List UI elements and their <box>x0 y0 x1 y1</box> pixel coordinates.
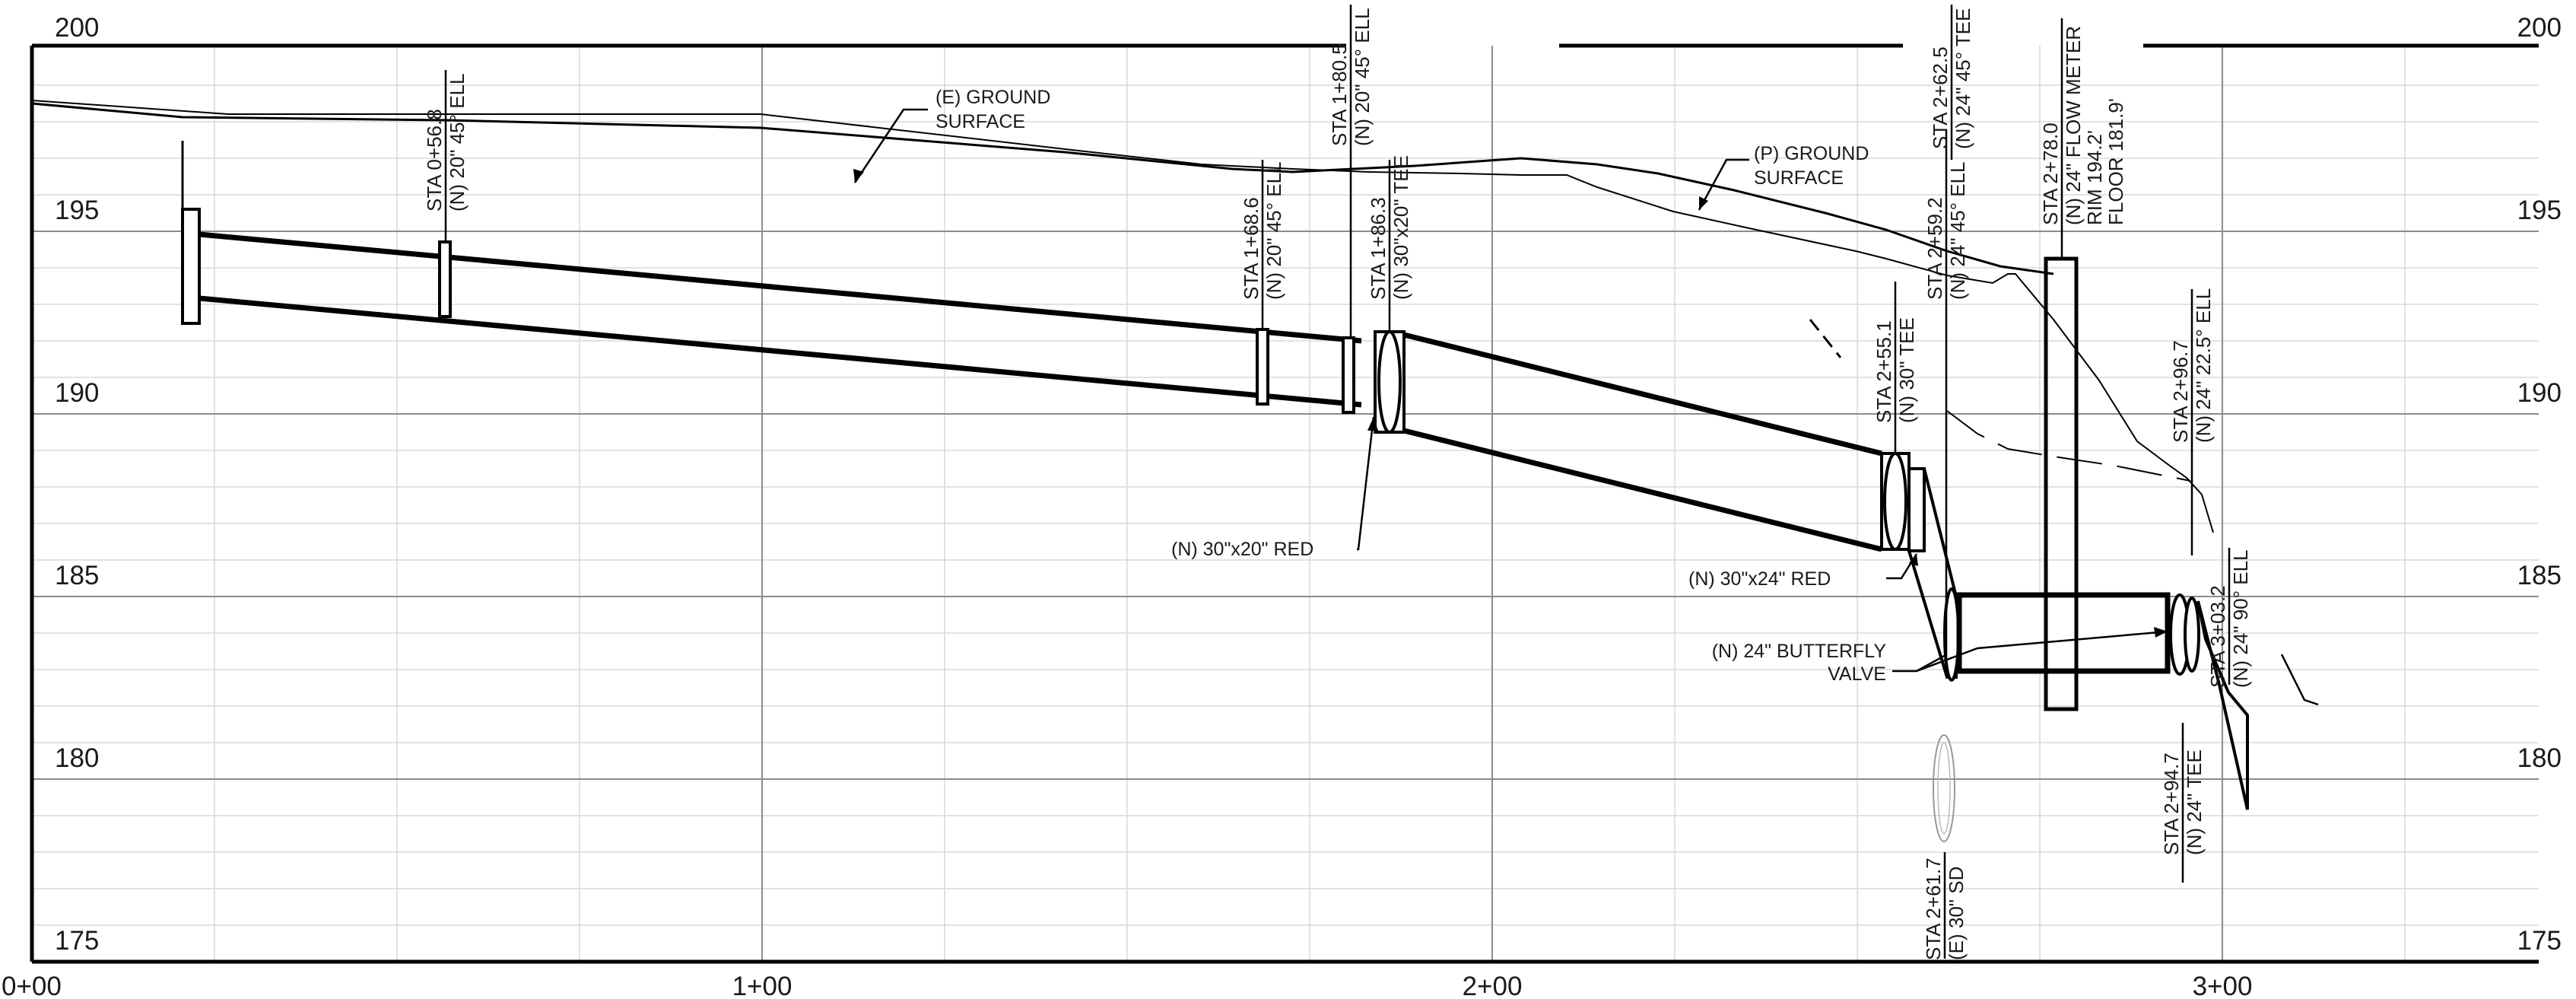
svg-text:STA 2+94.7: STA 2+94.7 <box>2160 752 2183 855</box>
pipe-24in-drop <box>1907 467 1958 679</box>
svg-text:STA 2+59.2: STA 2+59.2 <box>1923 197 1946 300</box>
svg-text:STA 3+03.2: STA 3+03.2 <box>2206 585 2229 688</box>
svg-text:(N) 24" 45° ELL: (N) 24" 45° ELL <box>1946 162 1969 301</box>
existing-storm-drain-inner <box>1937 742 1951 835</box>
station-note-3-03-2: STA 3+03.2 (N) 24" 90° ELL <box>2206 550 2252 689</box>
pipe-24in-run <box>1956 592 2171 674</box>
existing-ground-label: SURFACE <box>935 111 1025 132</box>
ground-dashed-segment <box>1809 319 1842 358</box>
elevation-label: 175 <box>55 926 99 956</box>
station-note-1-86-3: STA 1+86.3 (N) 30"x20" TEE <box>1367 155 1412 300</box>
profile-frame <box>30 43 2539 964</box>
svg-text:STA 2+55.1: STA 2+55.1 <box>1872 320 1895 423</box>
butterfly-valve-label: VALVE <box>1828 663 1886 685</box>
svg-text:(N) 30"x20" TEE: (N) 30"x20" TEE <box>1390 155 1412 300</box>
elevation-label: 200 <box>55 13 99 43</box>
station-note-2-78-0: STA 2+78.0 (N) 24" FLOW METER RIM 194.2'… <box>2039 26 2127 225</box>
elevation-label: 195 <box>55 196 99 225</box>
elevation-label: 175 <box>2517 926 2562 956</box>
ell-fitting <box>1256 328 1269 406</box>
butterfly-valve-label: (N) 24" BUTTERFLY <box>1712 641 1887 662</box>
svg-text:(E) 30" SD: (E) 30" SD <box>1945 867 1968 960</box>
station-note-1-80-5: STA 1+80.5 (N) 20" 45° ELL <box>1328 8 1374 147</box>
svg-text:FLOOR 181.9': FLOOR 181.9' <box>2104 98 2127 225</box>
svg-text:(N) 24" FLOW METER: (N) 24" FLOW METER <box>2062 26 2085 225</box>
station-note-2-55-1: STA 2+55.1 (N) 30" TEE <box>1872 317 1918 423</box>
elevation-label: 185 <box>55 561 99 590</box>
proposed-ground-surface-low <box>1946 410 2191 482</box>
station-label: 1+00 <box>732 972 792 999</box>
svg-text:STA 0+56.8: STA 0+56.8 <box>423 109 446 212</box>
station-note-2-59-2: STA 2+59.2 (N) 24" 45° ELL <box>1923 162 1969 301</box>
svg-text:(N) 24" 22.5° ELL: (N) 24" 22.5° ELL <box>2192 288 2215 443</box>
elevation-label: 195 <box>2517 196 2562 225</box>
svg-text:STA 1+80.5: STA 1+80.5 <box>1328 43 1351 146</box>
station-note-0-56-8: STA 0+56.8 (N) 20" 45° ELL <box>423 74 469 212</box>
callout-leader-lines <box>853 108 2168 673</box>
station-note-2-96-7: STA 2+96.7 (N) 24" 22.5° ELL <box>2169 288 2215 443</box>
ground-right-tail <box>2280 654 2319 706</box>
svg-text:(N) 20" 45° ELL: (N) 20" 45° ELL <box>1351 8 1374 147</box>
svg-text:STA 1+86.3: STA 1+86.3 <box>1367 197 1390 300</box>
reducer-fitting <box>1377 330 1402 434</box>
ell-fitting <box>438 240 452 318</box>
proposed-ground-surface <box>31 100 2214 533</box>
station-label: 0+00 <box>2 972 62 999</box>
svg-text:(N) 20" 45° ELL: (N) 20" 45° ELL <box>1263 162 1285 301</box>
tee-fitting <box>2184 597 2200 673</box>
svg-text:(N) 20" 45° ELL: (N) 20" 45° ELL <box>446 74 469 212</box>
existing-ground-surface <box>31 102 2054 275</box>
station-note-2-94-7: STA 2+94.7 (N) 24" TEE <box>2160 749 2206 855</box>
elevation-label: 185 <box>2517 561 2562 590</box>
pipe-30in-run <box>1403 332 1882 552</box>
reducer-label: (N) 30"x20" RED <box>1171 539 1313 560</box>
station-label: 3+00 <box>2193 972 2253 999</box>
station-leader-lines <box>444 5 2231 959</box>
station-label: 2+00 <box>1463 972 1523 999</box>
svg-text:(N) 24" TEE: (N) 24" TEE <box>2183 749 2206 855</box>
existing-storm-drain <box>1933 734 1955 842</box>
svg-text:(N) 24" 45° TEE: (N) 24" 45° TEE <box>1952 8 1974 149</box>
ell-fitting <box>1342 336 1355 414</box>
station-labels: 0+00 1+00 2+00 3+00 <box>2 972 2252 999</box>
station-note-1-68-6: STA 1+68.6 (N) 20" 45° ELL <box>1240 162 1285 301</box>
elevation-label: 180 <box>2517 743 2562 773</box>
elevation-labels-left: 200 195 190 185 180 175 <box>55 13 99 956</box>
svg-text:STA 2+78.0: STA 2+78.0 <box>2039 122 2062 225</box>
reducer-fitting <box>1883 452 1907 551</box>
callout-arrowheads <box>853 169 2168 638</box>
pipe-end-cap <box>181 208 201 325</box>
pipe-20in-run <box>199 231 1362 408</box>
elevation-label: 180 <box>55 743 99 773</box>
pipe-24in-riser <box>2196 600 2249 810</box>
elevation-label: 190 <box>55 378 99 408</box>
svg-text:RIM 194.2': RIM 194.2' <box>2083 130 2106 225</box>
elevation-label: 190 <box>2517 378 2562 408</box>
existing-ground-label: (E) GROUND <box>935 87 1050 108</box>
svg-text:STA 2+62.5: STA 2+62.5 <box>1929 46 1952 149</box>
proposed-ground-label: SURFACE <box>1754 167 1844 189</box>
station-note-2-62-5: STA 2+62.5 (N) 24" 45° TEE <box>1929 8 1974 149</box>
proposed-ground-label: (P) GROUND <box>1754 143 1869 164</box>
svg-text:STA 2+96.7: STA 2+96.7 <box>2169 340 2192 443</box>
callouts: (E) GROUND SURFACE (P) GROUND SURFACE (N… <box>935 87 1886 685</box>
svg-text:STA 1+68.6: STA 1+68.6 <box>1240 197 1263 300</box>
svg-text:(N) 30" TEE: (N) 30" TEE <box>1895 317 1918 423</box>
elevation-labels-right: 200 195 190 185 180 175 <box>2517 13 2562 956</box>
svg-text:(N) 24" 90° ELL: (N) 24" 90° ELL <box>2229 550 2252 689</box>
ell-fitting <box>1907 467 1926 552</box>
reducer-label: (N) 30"x24" RED <box>1688 568 1831 590</box>
station-notes: STA 0+56.8 (N) 20" 45° ELL STA 1+68.6 (N… <box>423 8 2252 961</box>
svg-text:STA 2+61.7: STA 2+61.7 <box>1922 857 1945 960</box>
elevation-label: 200 <box>2517 13 2562 43</box>
station-note-2-61-7: STA 2+61.7 (E) 30" SD <box>1922 857 1968 960</box>
